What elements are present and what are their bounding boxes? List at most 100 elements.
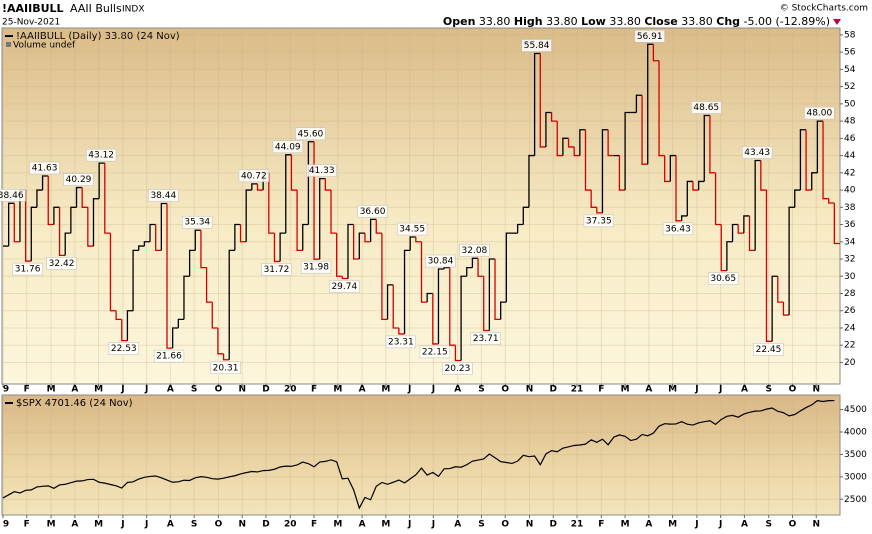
step-segment [352,224,360,260]
value-label: 36.60 [360,207,386,217]
step-segment [641,95,648,165]
symbol: !AAIIBULL [2,2,64,15]
step-segment [811,172,818,191]
step-segment [731,223,739,242]
step-segment [330,190,337,234]
value-label: 30.65 [710,274,736,284]
x-tick-label: O [789,385,797,395]
step-segment [488,258,496,331]
value-label: 38.46 [0,191,24,201]
step-segment [415,237,422,243]
y-tick-label: 58 [844,30,856,40]
x-tick-label: J [407,385,411,395]
step-segment [109,233,117,312]
y-tick-label: 32 [844,255,855,265]
step-segment [782,302,790,316]
x-tick-label: M [668,385,677,395]
price-line [2,399,835,510]
value-label-box [804,106,835,120]
value-label-box [357,205,388,218]
step-segment [160,202,168,251]
value-label: 43.12 [88,151,114,161]
spx-panel [1,394,841,516]
value-label-box [148,189,179,202]
step-segment [336,233,343,277]
x-tick-label: F [598,520,604,530]
step-segment [81,187,88,208]
y-tick-label: 36 [844,220,856,230]
step-segment [754,159,761,251]
y-tick-label: 24 [844,323,856,333]
y-tick-label: 22 [844,341,855,351]
quote-label: Chg [716,15,740,28]
step-segment [697,180,705,191]
value-label-box [86,148,117,162]
exchange: INDX [122,5,144,15]
step-segment [87,207,94,247]
step-segment [296,190,303,252]
step-segment [737,224,744,234]
y-tick-label: 2500 [844,495,867,505]
step-segment [155,224,162,252]
step-segment [579,129,586,156]
y-tick-label: 3000 [844,472,867,482]
step-segment [392,284,399,329]
value-label-box [442,362,473,375]
step-segment [386,284,394,320]
x-tick-label: F [311,520,317,530]
value-label: 29.74 [331,282,357,292]
watermark: © StockCharts.com [780,4,868,14]
step-segment [822,121,829,200]
step-segment [505,232,512,303]
x-tick-label: J [718,520,722,530]
x-tick-label: 20 [284,385,297,395]
step-segment [522,206,529,225]
step-segment [777,276,784,303]
x-tick-label: O [215,385,223,395]
x-tick-label: M [333,520,342,530]
value-label-box [742,146,773,159]
step-segment [273,233,281,263]
step-segment [437,268,445,344]
x-tick-label: M [621,520,630,530]
step-segment [539,53,546,148]
x-tick-label: S [478,385,484,395]
value-label: 56.91 [637,32,663,42]
value-label: 31.76 [15,265,41,275]
step-segment [132,249,139,311]
quote: Open 33.80 High 33.80 Low 33.80 Close 33… [443,15,830,28]
y-tick-label: 28 [844,289,856,299]
step-segment [714,172,722,226]
x-tick-label: A [645,520,652,530]
y-tick-label: 4500 [844,405,867,415]
y-tick-label: 40 [844,186,856,196]
x-tick-label: J [144,520,148,530]
y-tick-label: 50 [844,99,856,109]
quote-label: Low [581,15,606,28]
x-tick-label: N [526,385,534,395]
quote-value: 33.80 [546,15,578,28]
step-segment [426,292,433,303]
step-segment [601,129,609,213]
step-segment [409,236,416,251]
value-label: 22.53 [111,344,137,354]
step-segment [358,232,365,260]
step-segment [743,215,750,234]
value-label: 35.34 [184,218,210,228]
quote-value: 33.80 [609,15,641,28]
volume-icon [6,42,11,47]
step-segment [709,115,716,174]
step-segment [53,206,60,225]
step-segment [686,180,693,216]
x-tick-label: D [550,385,557,395]
x-tick-label: S [765,385,771,395]
step-segment [177,318,184,328]
step-segment [222,353,230,361]
step-segment [104,163,111,234]
x-tick-label: M [333,385,342,395]
x-tick-label: A [71,385,78,395]
step-segment [149,223,156,242]
x-tick-label: M [94,385,103,395]
quote-label: Open [443,15,476,28]
step-segment [675,155,682,222]
